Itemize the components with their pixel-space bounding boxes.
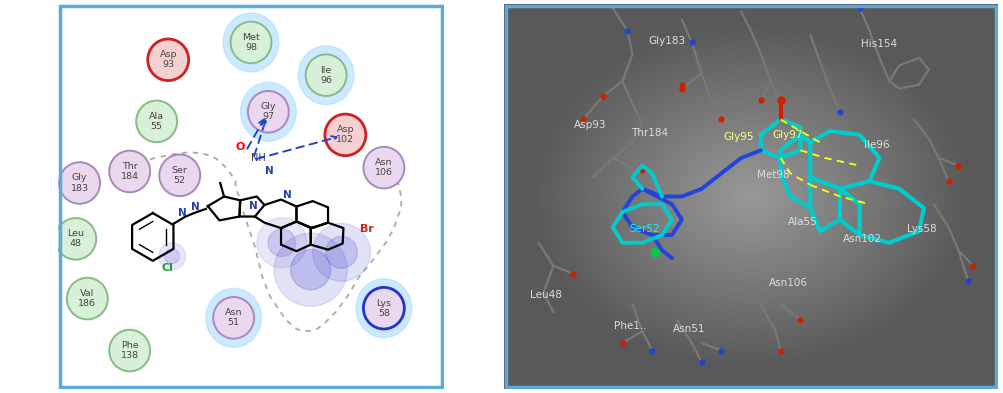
Ellipse shape [109, 151, 150, 192]
Text: Phe
138: Phe 138 [120, 341, 138, 360]
Ellipse shape [363, 287, 404, 329]
Text: O: O [236, 142, 245, 152]
Circle shape [312, 224, 370, 281]
Text: Cl: Cl [161, 263, 174, 273]
Text: Asn106: Asn106 [767, 278, 806, 288]
Text: Leu
48: Leu 48 [67, 230, 84, 248]
Text: Asn
51: Asn 51 [225, 308, 242, 327]
Circle shape [257, 218, 307, 268]
Text: Asn51: Asn51 [672, 324, 705, 334]
Ellipse shape [231, 22, 271, 63]
Ellipse shape [213, 297, 254, 339]
Circle shape [290, 250, 331, 290]
Text: N: N [249, 201, 257, 211]
Ellipse shape [67, 278, 107, 320]
Ellipse shape [248, 91, 289, 132]
Ellipse shape [356, 279, 411, 338]
Circle shape [268, 229, 295, 257]
Text: Val
186: Val 186 [78, 289, 96, 308]
Text: N: N [265, 167, 274, 176]
Ellipse shape [147, 39, 189, 81]
Text: Asp
102: Asp 102 [336, 125, 354, 144]
Text: His154: His154 [861, 39, 897, 50]
Text: Gly97: Gly97 [772, 130, 802, 140]
Ellipse shape [223, 13, 279, 72]
Text: Lys58: Lys58 [906, 224, 935, 234]
Circle shape [164, 249, 180, 264]
Text: Gly95: Gly95 [723, 132, 753, 142]
Text: N: N [283, 189, 292, 200]
Ellipse shape [109, 330, 150, 371]
Text: NH: NH [251, 153, 266, 163]
Text: Thr
184: Thr 184 [120, 162, 138, 181]
Text: Asn
106: Asn 106 [374, 158, 392, 177]
Circle shape [325, 237, 357, 268]
Ellipse shape [363, 147, 404, 188]
Ellipse shape [325, 114, 365, 156]
Text: Asp93: Asp93 [574, 120, 606, 130]
Text: Leu48: Leu48 [530, 290, 562, 300]
Text: N: N [178, 208, 187, 218]
Text: Ala
55: Ala 55 [149, 112, 163, 131]
Text: Ala55: Ala55 [787, 217, 816, 226]
Text: Ile96: Ile96 [864, 140, 889, 149]
Text: Met98: Met98 [756, 170, 788, 180]
Ellipse shape [206, 288, 261, 347]
Text: N: N [191, 202, 200, 212]
Text: Asp
93: Asp 93 [159, 50, 177, 69]
Text: Met
98: Met 98 [242, 33, 260, 52]
Ellipse shape [136, 101, 177, 142]
Text: Thr184: Thr184 [631, 128, 668, 138]
Ellipse shape [305, 54, 346, 96]
Ellipse shape [159, 154, 200, 196]
Text: Gly
97: Gly 97 [261, 102, 276, 121]
Circle shape [158, 243, 186, 270]
Circle shape [274, 233, 347, 306]
Text: Br: Br [359, 224, 373, 234]
Text: Gly183: Gly183 [648, 35, 685, 46]
Text: Ser
52: Ser 52 [172, 166, 188, 185]
Text: Lys
58: Lys 58 [376, 299, 391, 318]
Text: Gly
183: Gly 183 [70, 173, 88, 193]
Text: Ser52: Ser52 [629, 224, 659, 234]
Ellipse shape [241, 82, 296, 141]
Text: Asn102: Asn102 [842, 234, 881, 244]
Text: Ile
96: Ile 96 [320, 66, 332, 85]
Ellipse shape [59, 162, 100, 204]
Ellipse shape [55, 218, 96, 260]
Text: Phe1..: Phe1.. [613, 321, 646, 331]
Ellipse shape [298, 46, 354, 105]
